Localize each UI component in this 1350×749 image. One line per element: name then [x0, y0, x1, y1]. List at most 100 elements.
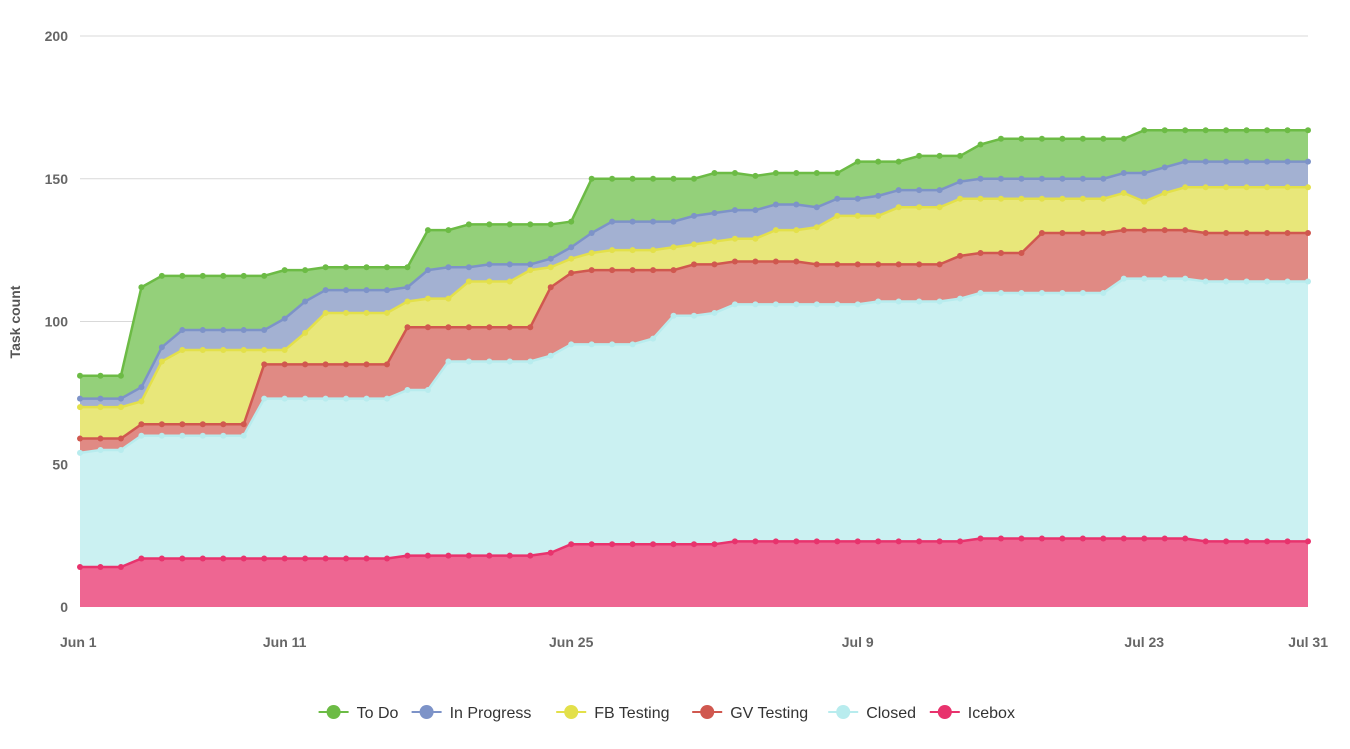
data-point[interactable] — [916, 298, 923, 305]
data-point[interactable] — [568, 244, 575, 251]
data-point[interactable] — [424, 324, 431, 331]
data-point[interactable] — [424, 387, 431, 394]
data-point[interactable] — [1223, 230, 1230, 236]
data-point[interactable] — [998, 249, 1004, 256]
data-point[interactable] — [220, 555, 227, 562]
data-point[interactable] — [158, 421, 165, 428]
data-point[interactable] — [1305, 538, 1311, 545]
data-point[interactable] — [77, 395, 83, 402]
data-point[interactable] — [363, 287, 370, 294]
data-point[interactable] — [527, 324, 534, 331]
data-point[interactable] — [199, 421, 206, 428]
data-point[interactable] — [650, 247, 657, 254]
data-point[interactable] — [588, 249, 595, 256]
data-point[interactable] — [1223, 184, 1230, 191]
data-point[interactable] — [998, 535, 1004, 542]
data-point[interactable] — [691, 175, 697, 182]
data-point[interactable] — [97, 372, 104, 379]
data-point[interactable] — [1182, 158, 1189, 165]
data-point[interactable] — [1202, 278, 1209, 285]
data-point[interactable] — [77, 435, 83, 442]
data-point[interactable] — [1120, 227, 1127, 234]
data-point[interactable] — [568, 541, 575, 548]
data-point[interactable] — [813, 538, 820, 545]
data-point[interactable] — [1018, 289, 1025, 296]
data-point[interactable] — [281, 361, 288, 368]
data-point[interactable] — [1018, 249, 1025, 256]
data-point[interactable] — [609, 267, 616, 274]
data-point[interactable] — [240, 347, 247, 354]
data-point[interactable] — [1264, 278, 1271, 285]
data-point[interactable] — [1079, 230, 1086, 236]
data-point[interactable] — [936, 261, 943, 268]
data-point[interactable] — [1182, 275, 1189, 282]
data-point[interactable] — [1018, 175, 1025, 182]
data-point[interactable] — [793, 258, 800, 265]
data-point[interactable] — [793, 538, 800, 545]
data-point[interactable] — [322, 309, 329, 316]
data-point[interactable] — [609, 175, 616, 182]
data-point[interactable] — [199, 347, 206, 354]
data-point[interactable] — [199, 272, 206, 279]
legend-item-closed[interactable]: Closed — [828, 705, 916, 722]
data-point[interactable] — [772, 227, 779, 234]
data-point[interactable] — [1161, 275, 1168, 282]
data-point[interactable] — [977, 195, 984, 202]
data-point[interactable] — [506, 358, 513, 365]
data-point[interactable] — [793, 227, 800, 234]
data-point[interactable] — [834, 212, 841, 219]
data-point[interactable] — [77, 404, 83, 411]
data-point[interactable] — [1038, 289, 1045, 296]
data-point[interactable] — [547, 549, 554, 556]
data-point[interactable] — [1018, 535, 1025, 542]
legend-item-in-progress[interactable]: In Progress — [411, 705, 532, 722]
data-point[interactable] — [1284, 184, 1291, 191]
data-point[interactable] — [998, 289, 1004, 296]
data-point[interactable] — [486, 261, 493, 268]
data-point[interactable] — [547, 352, 554, 359]
data-point[interactable] — [363, 395, 370, 402]
data-point[interactable] — [568, 255, 575, 262]
data-point[interactable] — [1284, 230, 1291, 236]
data-point[interactable] — [1079, 175, 1086, 182]
data-point[interactable] — [834, 261, 841, 268]
data-point[interactable] — [404, 552, 411, 559]
data-point[interactable] — [1264, 230, 1271, 236]
data-point[interactable] — [1305, 158, 1311, 165]
data-point[interactable] — [711, 309, 718, 316]
data-point[interactable] — [465, 552, 472, 559]
data-point[interactable] — [957, 252, 964, 259]
data-point[interactable] — [711, 261, 718, 268]
data-point[interactable] — [568, 218, 575, 225]
data-point[interactable] — [240, 555, 247, 562]
data-point[interactable] — [1182, 184, 1189, 191]
data-point[interactable] — [424, 227, 431, 234]
data-point[interactable] — [670, 312, 677, 319]
data-point[interactable] — [1100, 195, 1107, 202]
data-point[interactable] — [1120, 535, 1127, 542]
data-point[interactable] — [445, 324, 452, 331]
data-point[interactable] — [670, 175, 677, 182]
data-point[interactable] — [547, 284, 554, 291]
data-point[interactable] — [363, 361, 370, 368]
data-point[interactable] — [220, 272, 227, 279]
legend-item-icebox[interactable]: Icebox — [929, 705, 1015, 722]
data-point[interactable] — [281, 267, 288, 274]
data-point[interactable] — [588, 175, 595, 182]
data-point[interactable] — [670, 541, 677, 548]
data-point[interactable] — [916, 187, 923, 194]
data-point[interactable] — [465, 264, 472, 271]
data-point[interactable] — [854, 158, 861, 165]
data-point[interactable] — [302, 267, 309, 274]
data-point[interactable] — [527, 267, 534, 274]
data-point[interactable] — [445, 295, 452, 302]
data-point[interactable] — [547, 264, 554, 271]
data-point[interactable] — [957, 152, 964, 159]
data-point[interactable] — [772, 301, 779, 308]
data-point[interactable] — [117, 372, 124, 379]
data-point[interactable] — [731, 207, 738, 214]
data-point[interactable] — [281, 315, 288, 322]
data-point[interactable] — [691, 261, 697, 268]
data-point[interactable] — [343, 264, 350, 271]
data-point[interactable] — [916, 204, 923, 211]
